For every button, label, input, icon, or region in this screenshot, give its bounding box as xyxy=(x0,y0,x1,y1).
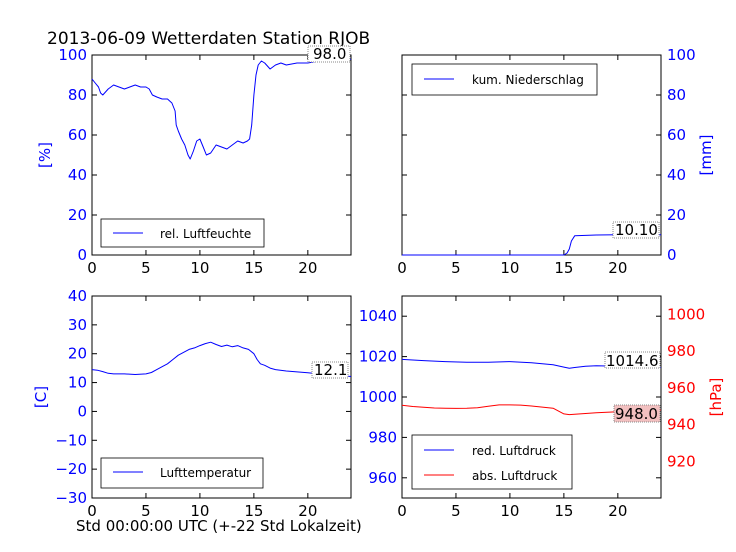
pressure-plot: 0 5 10 15 20 960 980 1000 1020 1040 920 940 960 980 10… xyxy=(359,295,725,520)
humidity-annotation-text: 98.0 xyxy=(313,45,346,63)
precipitation-annotation-text: 10.10 xyxy=(615,221,658,239)
temperature-legend-label: Lufttemperatur xyxy=(160,466,251,480)
pressure-annotation-absolute: 948.0 xyxy=(613,404,661,423)
temperature-plot-frame xyxy=(91,295,352,499)
temperature-xtick-label: 15 xyxy=(244,502,263,520)
precipitation-xtick-label: 20 xyxy=(608,259,627,277)
humidity-ytick-label: 40 xyxy=(68,166,87,184)
temperature-ytick-label: 0 xyxy=(77,402,87,420)
humidity-ytick-label: 100 xyxy=(58,46,87,64)
x-axis-label: Std 00:00:00 UTC (+-22 Std Lokalzeit) xyxy=(76,517,362,535)
pressure-xtick-label: 10 xyxy=(500,502,519,520)
pressure-xtick-label: 5 xyxy=(451,502,461,520)
humidity-xtick-label: 10 xyxy=(190,259,209,277)
humidity-xtick-label: 20 xyxy=(298,259,317,277)
humidity-plot: 0 5 10 15 20 0 20 40 60 80 100 [%] 98.0 rel. Luftf… xyxy=(36,45,352,277)
pressure-annotation-absolute-text: 948.0 xyxy=(615,405,658,423)
pressure-y2label: [hPa] xyxy=(707,378,725,417)
humidity-ytick-label: 0 xyxy=(77,246,87,264)
humidity-ylabel: [%] xyxy=(36,142,54,168)
temperature-ytick-label: 30 xyxy=(68,316,87,334)
precipitation-annotation-box xyxy=(612,221,660,239)
humidity-xtick-label: 15 xyxy=(244,259,263,277)
pressure-xtick-label: 15 xyxy=(554,502,573,520)
pressure-ytick-label: 1000 xyxy=(359,388,397,406)
precipitation-xtick-label: 10 xyxy=(500,259,519,277)
precipitation-ytick-label: 80 xyxy=(667,86,686,104)
temperature-annotation-text: 12.1 xyxy=(314,361,347,379)
pressure-annotation-absolute-box xyxy=(613,404,661,423)
pressure-ytick-label: 1040 xyxy=(359,307,397,325)
temperature-legend: Lufttemperatur xyxy=(100,457,264,489)
precipitation-ytick-label: 60 xyxy=(667,126,686,144)
precipitation-xtick-label: 15 xyxy=(554,259,573,277)
temperature-ytick-label: −10 xyxy=(55,431,87,449)
temperature-xtick-label: 0 xyxy=(87,502,97,520)
precipitation-ytick-label: 0 xyxy=(667,246,677,264)
humidity-xtick-label: 5 xyxy=(141,259,151,277)
pressure-legend: red. Luftdruck abs. Luftdruck xyxy=(411,434,573,490)
precipitation-legend: kum. Niederschlag xyxy=(411,63,598,96)
pressure-legend-label-reduced: red. Luftdruck xyxy=(472,444,556,458)
pressure-ytick-label: 980 xyxy=(368,428,397,446)
temperature-series-line xyxy=(91,341,352,377)
humidity-xtick-label: 0 xyxy=(87,259,97,277)
humidity-plot-frame xyxy=(91,54,352,256)
temperature-ylabel: [C] xyxy=(32,386,50,408)
humidity-ytick-label: 60 xyxy=(68,126,87,144)
precipitation-ytick-label: 100 xyxy=(667,46,696,64)
precipitation-ytick-label: 20 xyxy=(667,206,686,224)
temperature-legend-box xyxy=(100,457,264,489)
pressure-ytick-label: 1020 xyxy=(359,348,397,366)
precipitation-xtick-label: 5 xyxy=(451,259,461,277)
temperature-annotation-box xyxy=(311,361,349,379)
humidity-ytick-label: 20 xyxy=(68,206,87,224)
temperature-ytick-label: 20 xyxy=(68,345,87,363)
pressure-y2tick-label: 960 xyxy=(667,379,696,397)
humidity-annotation: 98.0 xyxy=(307,45,351,63)
pressure-ytick-label: 960 xyxy=(368,469,397,487)
precipitation-ytick-label: 40 xyxy=(667,166,686,184)
humidity-annotation-box xyxy=(307,45,351,63)
precipitation-plot: 0 5 10 15 20 0 20 40 60 80 100 [mm] 10.10 kum. Nie… xyxy=(397,46,715,277)
temperature-xtick-label: 10 xyxy=(190,502,209,520)
precipitation-xtick-label: 0 xyxy=(397,259,407,277)
humidity-legend-label: rel. Luftfeuchte xyxy=(160,227,251,241)
pressure-annotation-reduced-box xyxy=(604,351,661,369)
humidity-series-line xyxy=(91,58,352,160)
precipitation-legend-label: kum. Niederschlag xyxy=(472,73,584,87)
precipitation-ylabel: [mm] xyxy=(697,135,715,176)
temperature-ytick-label: 10 xyxy=(68,374,87,392)
pressure-xtick-label: 0 xyxy=(397,502,407,520)
temperature-ytick-label: −30 xyxy=(55,489,87,507)
pressure-y2tick-label: 920 xyxy=(667,452,696,470)
pressure-legend-box xyxy=(411,434,573,490)
pressure-xtick-label: 20 xyxy=(608,502,627,520)
precipitation-annotation: 10.10 xyxy=(612,221,660,239)
temperature-xtick-label: 20 xyxy=(298,502,317,520)
temperature-ytick-label: 40 xyxy=(68,287,87,305)
temperature-xtick-label: 5 xyxy=(141,502,151,520)
pressure-annotation-reduced-text: 1014.6 xyxy=(606,352,659,370)
pressure-y2tick-label: 940 xyxy=(667,416,696,434)
humidity-ytick-label: 80 xyxy=(68,86,87,104)
pressure-y2tick-label: 980 xyxy=(667,342,696,360)
temperature-ytick-label: −20 xyxy=(55,460,87,478)
temperature-plot: 0 5 10 15 20 −30 −20 −10 0 10 20 30 40 [C] 12.1 Luft… xyxy=(32,287,352,520)
pressure-legend-label-absolute: abs. Luftdruck xyxy=(472,469,557,483)
pressure-y2tick-label: 1000 xyxy=(667,305,705,323)
humidity-legend: rel. Luftfeuchte xyxy=(100,218,265,248)
figure-title: 2013-06-09 Wetterdaten Station RJOB xyxy=(47,29,370,49)
pressure-annotation-reduced: 1014.6 xyxy=(604,351,661,370)
temperature-annotation: 12.1 xyxy=(311,361,349,379)
